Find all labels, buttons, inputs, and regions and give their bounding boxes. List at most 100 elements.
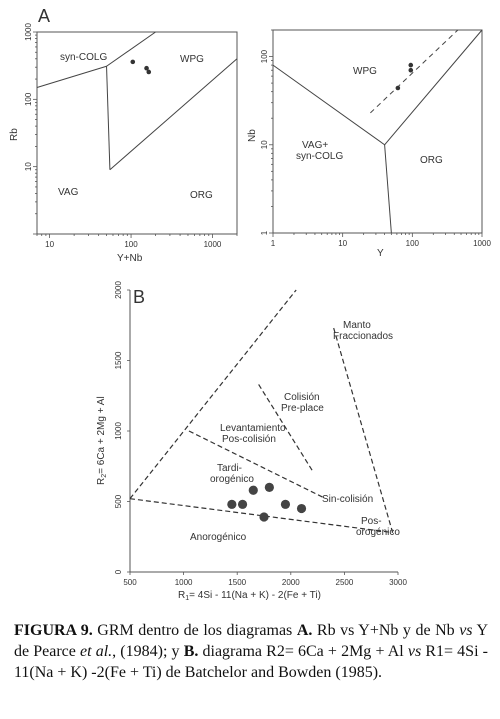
field-label-vag: VAG (58, 187, 79, 198)
y-tick-label: 10 (260, 140, 269, 149)
x-tick-label: 3000 (389, 578, 407, 587)
caption-text-3: Y de Pearce (14, 622, 489, 660)
data-point (408, 67, 414, 73)
chart-a-left-ylabel: Rb (9, 128, 20, 141)
chart-a-left-frame (36, 31, 238, 235)
boundary-line (258, 384, 313, 471)
boundary-line (333, 327, 394, 533)
field-label-vag-line: VAG+ (302, 140, 328, 151)
y-tick-label: 1 (260, 230, 269, 235)
y-tick-label: 1500 (114, 351, 123, 369)
chart-b: Manto Fraccionados Colisión Pre-place Le… (96, 281, 407, 600)
boundary-line (188, 430, 324, 498)
field-label-colision-line1: Colisión (284, 392, 320, 403)
x-tick-label: 1000 (175, 578, 193, 587)
chart-a-right-ylabel: Nb (247, 129, 258, 142)
x-tick-label: 1500 (228, 578, 246, 587)
boundary-line (129, 289, 297, 500)
field-label-syn-colg: syn-COLG (60, 52, 107, 63)
caption-text-6: R1= 4Si - 11(Na + K) -2(Fe + Ti) de Batc… (14, 643, 488, 681)
data-point (144, 65, 149, 71)
caption-et-al: et al. (80, 643, 113, 660)
y-tick-label: 1000 (114, 422, 123, 440)
chart-a-right-frame (272, 29, 483, 234)
field-label-syn-colg-line: syn-COLG (296, 151, 343, 162)
data-point (130, 59, 136, 65)
field-label-pos-line1: Pos- (361, 516, 382, 527)
x-tick-label: 500 (123, 578, 137, 587)
field-label-colision-line2: Pre-place (281, 403, 324, 414)
y-tick-label: 100 (260, 49, 269, 63)
data-point (248, 485, 258, 495)
dashed-boundary-line (370, 29, 459, 114)
figure-caption: FIGURA 9. GRM dentro de los diagramas A.… (14, 620, 488, 683)
chart-a-right: WPG VAG+ syn-COLG ORG Y Nb 1 10 100 1000 1 10… (247, 29, 491, 259)
field-label-levantamiento: Levantamiento Pos-colisión (220, 423, 288, 445)
field-label-colision-pre: Colisión Pre-place (281, 392, 324, 414)
x-tick-label: 2500 (336, 578, 354, 587)
y-tick-label: 10 (24, 162, 33, 171)
field-label-anorogenico: Anorogénico (190, 532, 247, 543)
field-label-levantamiento-line2: Pos-colisión (222, 434, 276, 445)
y-tick-label: 100 (24, 92, 33, 106)
caption-a: A. (296, 622, 313, 639)
data-point (264, 482, 274, 492)
panel-b-label: B (133, 287, 145, 307)
field-label-wpg: WPG (180, 54, 204, 65)
caption-figure-number: FIGURA 9. (14, 622, 93, 639)
caption-text-2: Rb vs Y+Nb y de Nb (312, 622, 460, 639)
boundary-line (384, 144, 392, 234)
x-tick-label: 10 (45, 240, 54, 249)
field-label-levantamiento-line1: Levantamiento (220, 423, 286, 434)
y-tick-label: 1000 (24, 23, 33, 41)
boundary-line (384, 29, 483, 146)
field-label-pos-orogenico: Pos- orogénico (356, 516, 400, 538)
data-point (146, 69, 152, 75)
y-tick-label: 0 (114, 569, 123, 574)
field-label-vag-syn-colg: VAG+ syn-COLG (296, 140, 343, 162)
x-tick-label: 2000 (282, 578, 300, 587)
data-point (296, 503, 307, 514)
data-point (280, 499, 291, 509)
figure-canvas: A B syn-COLG WPG VAG ORG Y+Nb Rb 10 100 10… (9, 6, 491, 600)
caption-text-4: , (1984); y (112, 643, 184, 660)
boundary-line (272, 64, 385, 146)
data-point (227, 499, 237, 509)
y-tick-label: 2000 (114, 281, 123, 299)
field-label-manto-line1: Manto (343, 320, 371, 331)
field-label-pos-line2: orogénico (356, 527, 400, 538)
boundary-line (106, 66, 111, 170)
field-label-tardi: Tardi- orogénico (210, 463, 254, 485)
data-point (237, 499, 248, 509)
x-tick-label: 1 (271, 239, 276, 248)
field-label-wpg: WPG (353, 66, 377, 77)
panel-a-label: A (38, 6, 50, 26)
caption-vs-1: vs (459, 622, 473, 639)
data-point (395, 85, 401, 91)
field-label-org: ORG (190, 190, 213, 201)
data-point (408, 62, 414, 68)
caption-vs-2: vs (407, 643, 422, 660)
field-label-org: ORG (420, 155, 443, 166)
chart-a-right-xlabel: Y (377, 248, 384, 259)
boundary-line (109, 58, 238, 171)
x-tick-label: 10 (338, 239, 347, 248)
chart-a-left: syn-COLG WPG VAG ORG Y+Nb Rb 10 100 1000 10… (9, 23, 238, 264)
x-tick-label: 1000 (473, 239, 491, 248)
x-tick-label: 100 (124, 240, 138, 249)
chart-b-xlabel: R1= 4Si - 11(Na + K) - 2(Fe + Ti) (178, 590, 321, 600)
boundary-line (106, 31, 156, 67)
chart-a-left-xlabel: Y+Nb (117, 253, 143, 264)
chart-b-ylabel: R2= 6Ca + 2Mg + Al (96, 396, 108, 485)
caption-text-5: diagrama R2= 6Ca + 2Mg + Al (198, 643, 408, 660)
field-label-manto-line2: Fraccionados (333, 331, 393, 342)
x-tick-label: 1000 (204, 240, 222, 249)
caption-b: B. (183, 643, 199, 660)
y-tick-label: 500 (114, 494, 123, 508)
field-label-tardi-line1: Tardi- (217, 463, 242, 474)
field-label-sin-colision: Sin-colisión (322, 494, 373, 505)
field-label-manto: Manto Fraccionados (333, 320, 393, 342)
x-tick-label: 100 (406, 239, 420, 248)
boundary-line (36, 65, 107, 88)
field-label-tardi-line2: orogénico (210, 474, 254, 485)
